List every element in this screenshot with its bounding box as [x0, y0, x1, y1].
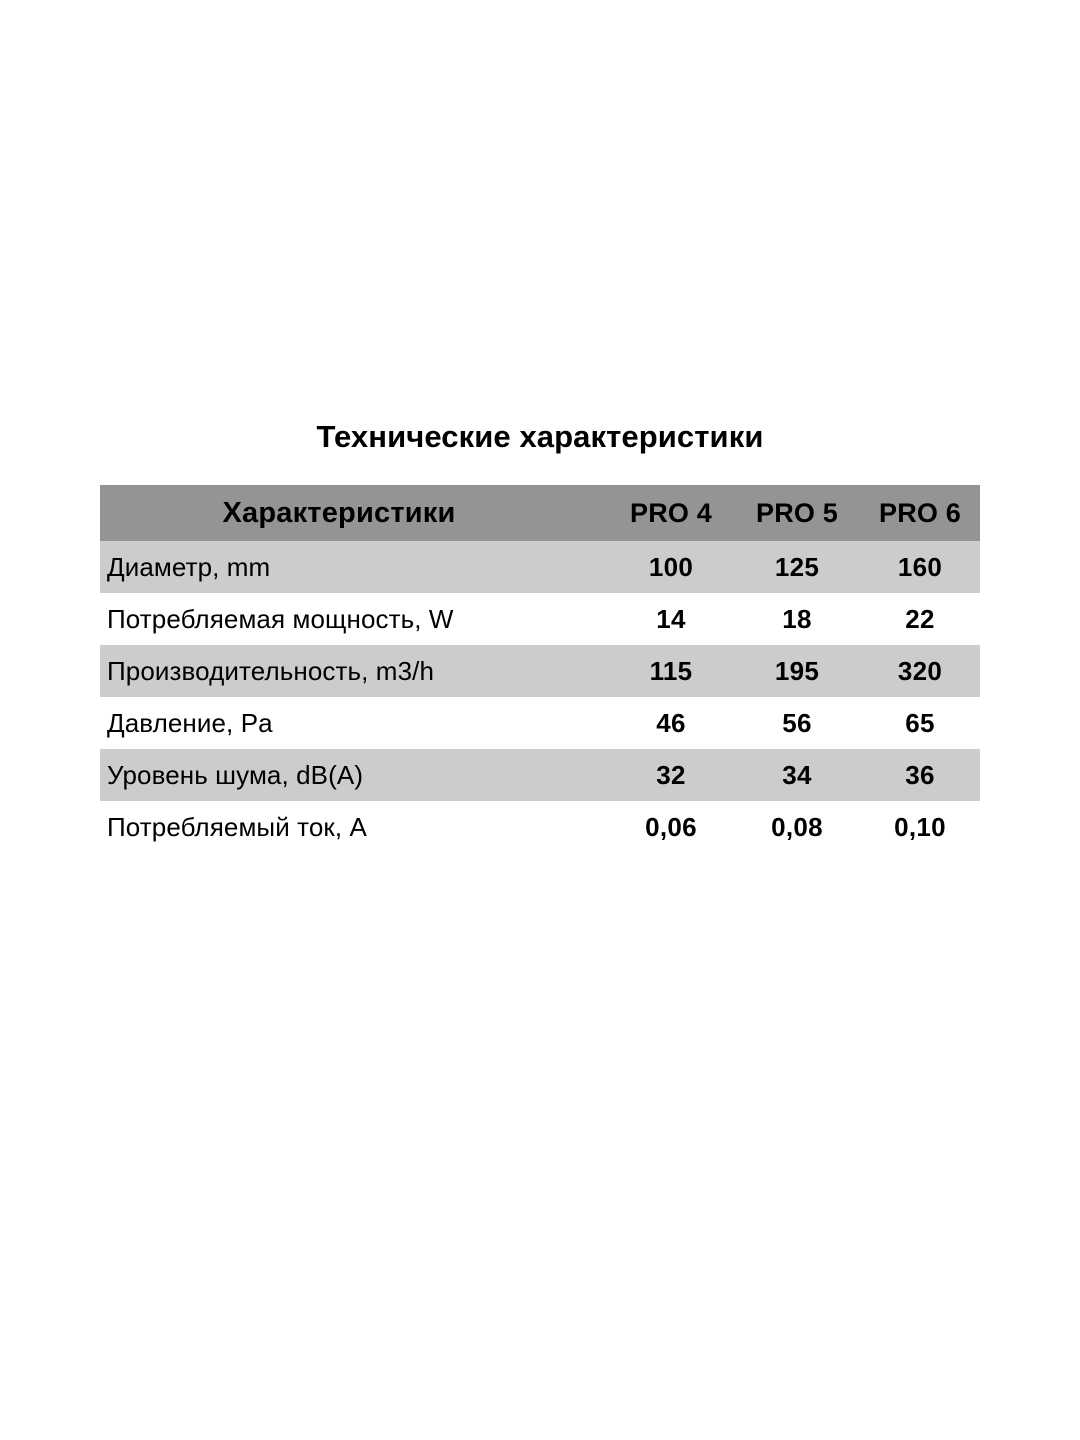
- row-label-current: Потребляемый ток, A: [107, 811, 367, 842]
- table-row: Диаметр, mm 100 125 160: [100, 541, 980, 593]
- table-header-row: Характеристики PRO 4 PRO 5 PRO 6: [100, 485, 980, 541]
- column-header-pro-6: PRO 6: [878, 497, 962, 528]
- cell-noise-level-pro5: 34: [782, 759, 812, 790]
- specifications-table: Характеристики PRO 4 PRO 5 PRO 6 Диаметр…: [100, 485, 980, 853]
- cell-power-pro6: 22: [905, 603, 935, 634]
- cell-pressure-pro5: 56: [782, 707, 812, 738]
- cell-current-pro6: 0,10: [894, 811, 946, 842]
- cell-pressure-pro4: 46: [656, 707, 686, 738]
- row-label-diameter: Диаметр, mm: [107, 551, 271, 582]
- cell-power-pro4: 14: [656, 603, 686, 634]
- row-label-pressure: Давление, Pa: [107, 707, 273, 738]
- cell-airflow-pro4: 115: [649, 655, 693, 686]
- cell-airflow-pro6: 320: [897, 655, 943, 686]
- specifications-table-container: Характеристики PRO 4 PRO 5 PRO 6 Диаметр…: [100, 485, 980, 853]
- table-body: Диаметр, mm 100 125 160 Потребляемая мощ…: [100, 541, 980, 853]
- page-title: Технические характеристики: [316, 419, 764, 454]
- table-row: Уровень шума, dB(A) 32 34 36: [100, 749, 980, 801]
- cell-noise-level-pro4: 32: [656, 759, 686, 790]
- row-label-noise-level: Уровень шума, dB(A): [107, 759, 364, 790]
- cell-diameter-pro6: 160: [897, 551, 943, 582]
- row-label-airflow: Производительность, m3/h: [107, 655, 435, 686]
- cell-power-pro5: 18: [782, 603, 812, 634]
- table-row: Потребляемая мощность, W 14 18 22: [100, 593, 980, 645]
- row-label-power: Потребляемая мощность, W: [107, 603, 454, 634]
- table-row: Производительность, m3/h 115 195 320: [100, 645, 980, 697]
- cell-diameter-pro4: 100: [648, 551, 694, 582]
- column-header-pro-5: PRO 5: [755, 497, 839, 528]
- column-header-pro-4: PRO 4: [629, 497, 713, 528]
- cell-current-pro4: 0,06: [645, 811, 697, 842]
- cell-pressure-pro6: 65: [905, 707, 935, 738]
- table-row: Давление, Pa 46 56 65: [100, 697, 980, 749]
- cell-airflow-pro5: 195: [774, 655, 820, 686]
- cell-diameter-pro5: 125: [774, 551, 820, 582]
- table-header: Характеристики PRO 4 PRO 5 PRO 6: [100, 485, 980, 541]
- cell-current-pro5: 0,08: [771, 811, 823, 842]
- column-header-characteristics: Характеристики: [222, 496, 456, 529]
- table-row: Потребляемый ток, A 0,06 0,08 0,10: [100, 801, 980, 853]
- cell-noise-level-pro6: 36: [905, 759, 935, 790]
